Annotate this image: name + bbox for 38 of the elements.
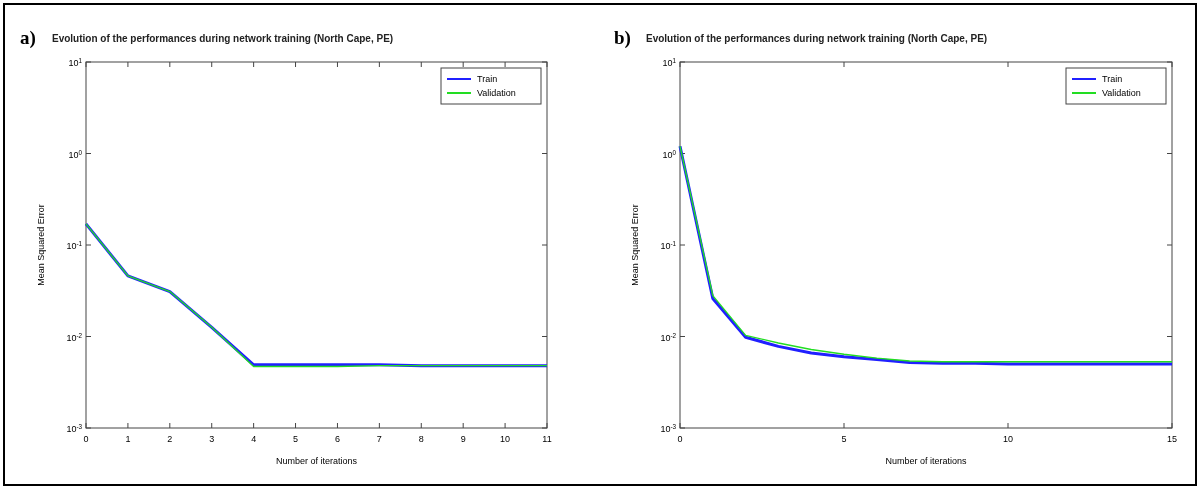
chart-title: Evolution of the performances during network training (North Cape, PE) (646, 33, 988, 44)
legend-label: Train (1102, 74, 1123, 84)
y-tick-label: 10$^{0}$ (68, 148, 83, 160)
y-tick-label: 10$^{1}$ (662, 56, 677, 68)
x-tick-label: 4 (251, 434, 257, 444)
x-tick-label: 5 (293, 434, 299, 444)
x-tick-label: 1 (125, 434, 131, 444)
legend-label: Validation (477, 88, 516, 98)
text: a) (20, 27, 36, 49)
x-tick-label: 10 (1002, 434, 1014, 444)
x-tick-label: 5 (841, 434, 847, 444)
legend-label: Validation (1102, 88, 1141, 98)
x-tick-label: 15 (1166, 434, 1178, 444)
x-tick-label: 6 (334, 434, 340, 444)
y-tick-label: 10$^{0}$ (662, 148, 677, 160)
y-axis-title: Mean Squared Error (630, 204, 640, 286)
x-tick-label: 3 (209, 434, 215, 444)
x-tick-label: 7 (376, 434, 382, 444)
x-axis-title: Number of iterations (885, 456, 968, 466)
y-tick-label: 10$^{1}$ (68, 56, 83, 68)
x-tick-label: 0 (83, 434, 89, 444)
y-tick-label: 10$^{-3}$ (660, 422, 677, 434)
x-tick-label: 8 (418, 434, 424, 444)
y-tick-label: 10$^{-3}$ (66, 422, 83, 434)
x-tick-label: 2 (167, 434, 173, 444)
chart-title: Evolution of the performances during network training (North Cape, PE) (52, 33, 394, 44)
x-tick-label: 0 (677, 434, 683, 444)
y-tick-label: 10$^{-2}$ (66, 331, 83, 343)
x-tick-label: 10 (500, 434, 511, 444)
x-tick-label: 11 (542, 434, 552, 444)
x-tick-label: 9 (460, 434, 466, 444)
y-tick-label: 10$^{-1}$ (660, 239, 677, 251)
y-axis-title: Mean Squared Error (36, 204, 46, 286)
y-tick-label: 10$^{-2}$ (660, 331, 677, 343)
x-axis-title: Number of iterations (275, 456, 358, 466)
legend-label: Train (477, 74, 498, 84)
y-tick-label: 10$^{-1}$ (66, 239, 83, 251)
text: b) (614, 27, 631, 49)
